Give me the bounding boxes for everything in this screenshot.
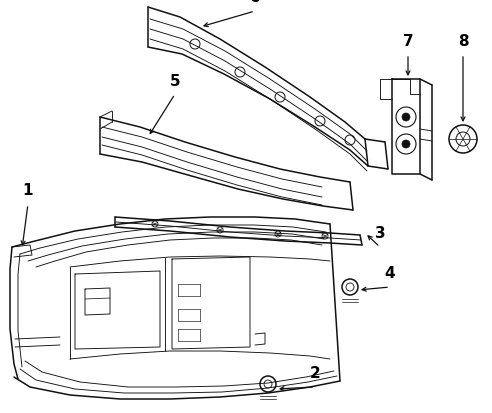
- Circle shape: [402, 141, 410, 149]
- Text: 1: 1: [23, 183, 33, 198]
- Text: 8: 8: [458, 33, 468, 48]
- Text: 3: 3: [375, 226, 385, 241]
- Text: 7: 7: [402, 33, 413, 48]
- Text: 5: 5: [170, 74, 180, 88]
- Text: 6: 6: [249, 0, 260, 5]
- Circle shape: [402, 114, 410, 122]
- Text: 4: 4: [385, 266, 395, 281]
- Text: 2: 2: [309, 366, 320, 380]
